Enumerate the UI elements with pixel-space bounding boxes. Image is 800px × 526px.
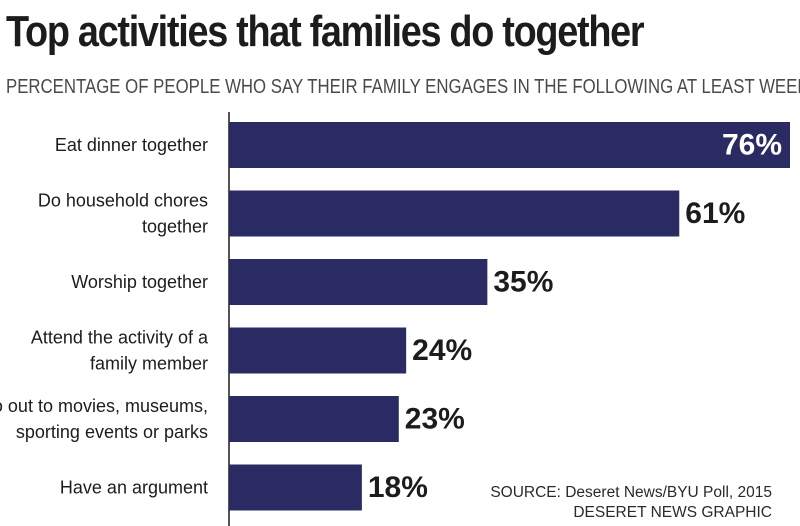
value-label: 18% [368, 471, 428, 504]
bar [229, 327, 407, 374]
chart-title: Top activities that families do together [6, 7, 645, 56]
bar [229, 190, 680, 237]
bar [229, 464, 362, 511]
source-note: SOURCE: Deseret News/BYU Poll, 2015 [490, 484, 772, 501]
value-label: 24% [412, 334, 472, 367]
value-label: 35% [493, 266, 553, 299]
category-label: Do household chores together [38, 191, 208, 237]
graphic-credit: DESERET NEWS GRAPHIC [573, 504, 772, 521]
bar [229, 396, 399, 442]
value-label: 23% [405, 403, 465, 436]
category-label: Eat dinner together [55, 135, 208, 155]
category-label: Worship together [71, 272, 208, 292]
bar [229, 122, 790, 168]
value-label: 76% [722, 129, 782, 162]
value-label: 61% [685, 197, 745, 230]
chart-subtitle: PERCENTAGE OF PEOPLE WHO SAY THEIR FAMIL… [6, 76, 800, 98]
category-label: Go out to movies, museums, sporting event… [0, 396, 208, 442]
category-label: Have an argument [60, 478, 208, 498]
bar [229, 259, 488, 305]
category-label: Attend the activity of a family member [31, 328, 209, 374]
